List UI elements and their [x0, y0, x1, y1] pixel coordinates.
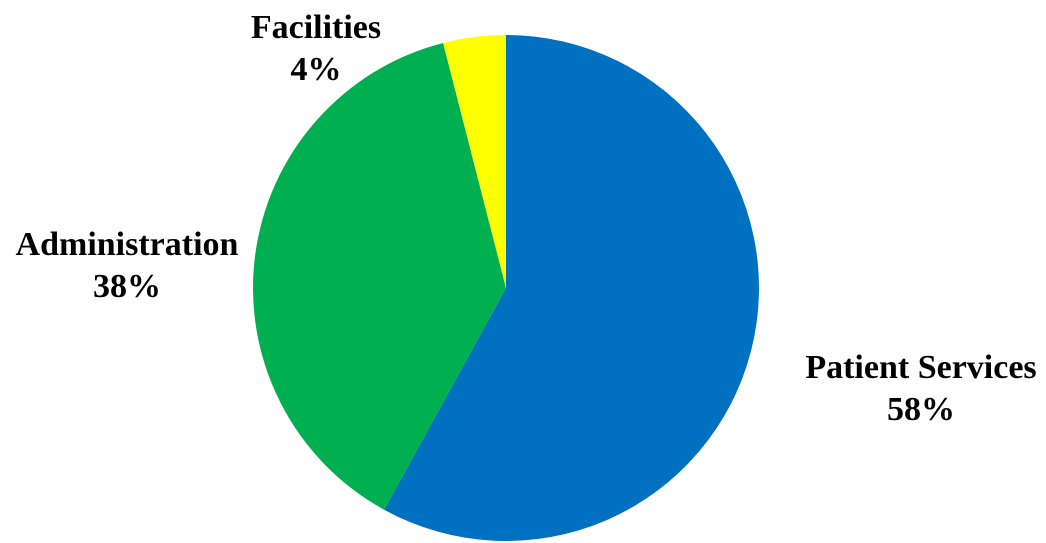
slice-label-facilities: Facilities — [251, 9, 381, 46]
slice-value-administration: 38% — [93, 268, 161, 305]
slice-labels: Patient Services 58% Administration 38% Faci… — [16, 9, 1037, 428]
slice-value-facilities: 4% — [291, 51, 342, 88]
slice-value-patient-services: 58% — [887, 391, 955, 428]
slice-label-patient-services: Patient Services — [805, 349, 1036, 386]
pie-slice-facilities — [443, 35, 506, 288]
pie-slices — [252, 35, 759, 541]
slice-label-administration: Administration — [16, 226, 239, 263]
pie-slice-administration — [252, 42, 506, 510]
pie-slice-patient-services — [384, 35, 759, 541]
